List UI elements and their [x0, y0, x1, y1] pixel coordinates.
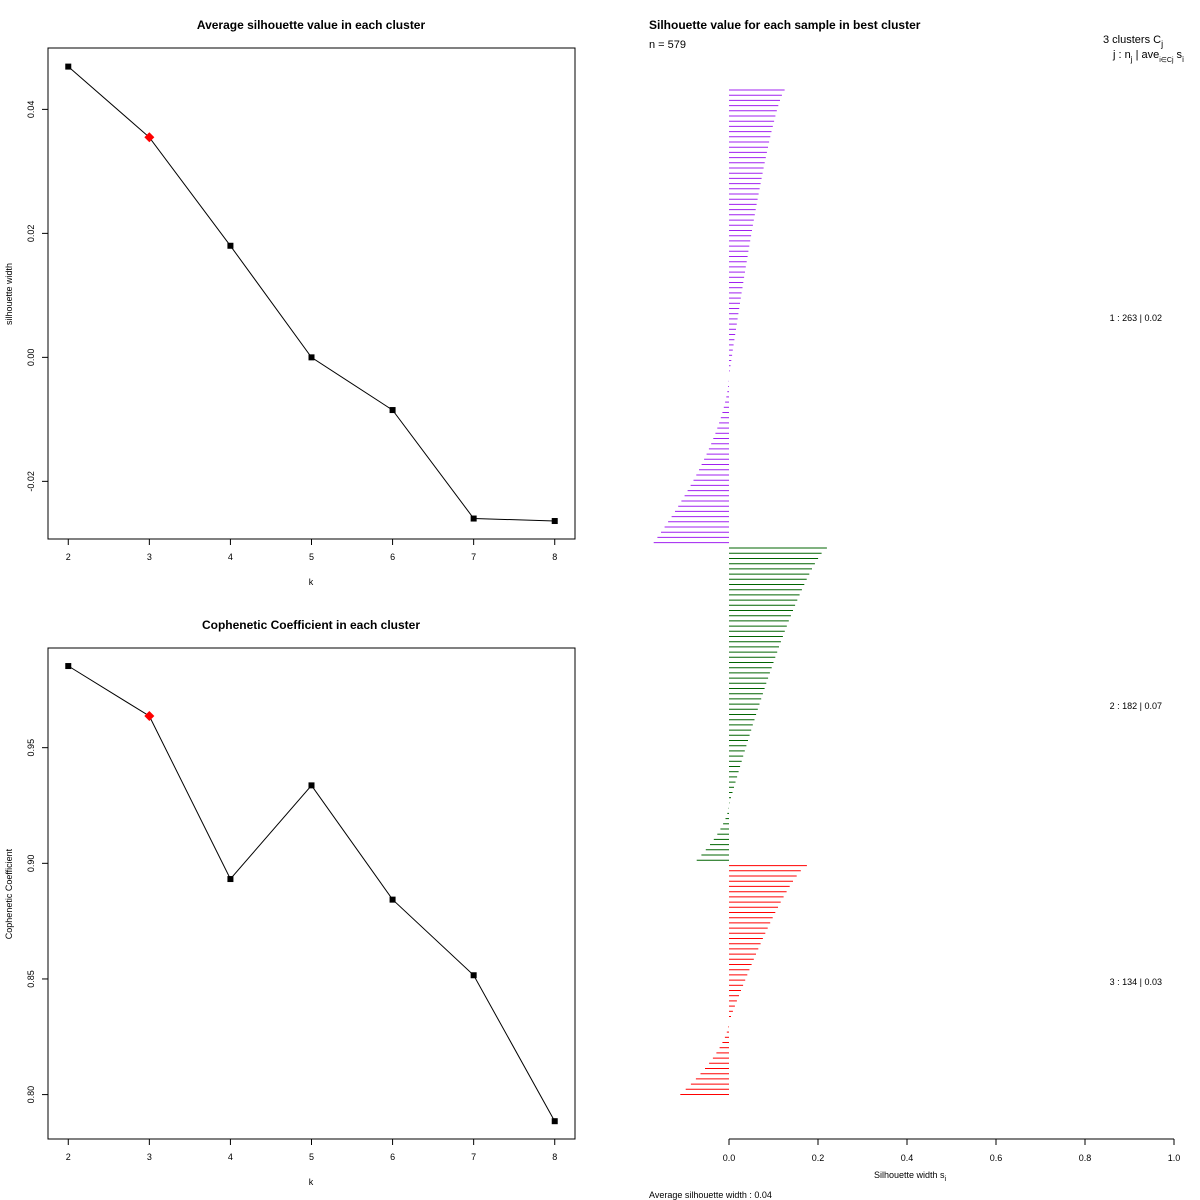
chart1-data-point — [389, 407, 396, 414]
cophenetic-line-chart: Cophenetic Coefficient in each cluster k… — [4, 618, 576, 1187]
chart1-y-tick-label: 0.00 — [26, 349, 36, 367]
chart1-x-tick-label: 6 — [390, 552, 395, 562]
chart2-data-point — [227, 876, 234, 883]
chart2-x-tick-label: 8 — [552, 1152, 557, 1162]
chart3-x-tick-label: 0.6 — [990, 1153, 1003, 1163]
chart2-title: Cophenetic Coefficient in each cluster — [202, 618, 420, 632]
chart1-title: Average silhouette value in each cluster — [197, 18, 426, 32]
silhouette-bar-plot: Silhouette value for each sample in best… — [649, 18, 1184, 1200]
chart1-x-tick-label: 5 — [309, 552, 314, 562]
chart2-data-point — [389, 896, 396, 903]
chart1-y-tick-label: -0.02 — [26, 471, 36, 492]
chart2-data-point — [308, 782, 315, 789]
chart1-x-tick-label: 4 — [228, 552, 233, 562]
chart1-x-label: k — [309, 577, 314, 587]
chart1-series-line — [67, 66, 555, 522]
chart2-x-tick-label: 2 — [66, 1152, 71, 1162]
chart2-y-tick-label: 0.95 — [26, 739, 36, 757]
cluster-2-label: 2 : 182 | 0.07 — [1110, 701, 1162, 711]
chart2-y-tick-label: 0.85 — [26, 970, 36, 988]
chart2-x-tick-label: 3 — [147, 1152, 152, 1162]
chart2-x-tick-label: 5 — [309, 1152, 314, 1162]
chart3-x-tick-label: 0.8 — [1079, 1153, 1092, 1163]
silhouette-line-chart: Average silhouette value in each cluster… — [4, 18, 576, 587]
chart2-plot-box — [47, 647, 576, 1140]
sample-count: n = 579 — [649, 39, 686, 51]
chart1-best-point — [144, 132, 155, 143]
legend-header-2: j : nj | avei∈Cj si — [1112, 49, 1184, 64]
chart3-x-tick-label: 0.2 — [812, 1153, 825, 1163]
cluster-3-label: 3 : 134 | 0.03 — [1110, 977, 1162, 987]
chart2-data-point — [470, 972, 477, 979]
chart1-y-label: silhouette width — [4, 263, 14, 325]
legend-header-1: 3 clusters Cj — [1103, 34, 1163, 49]
chart1-data-point — [551, 518, 558, 525]
chart1-x-tick-label: 7 — [471, 552, 476, 562]
chart3-x-tick-label: 0.0 — [723, 1153, 736, 1163]
chart2-y-tick-label: 0.80 — [26, 1086, 36, 1104]
chart1-x-tick-label: 8 — [552, 552, 557, 562]
chart1-data-point — [227, 242, 234, 249]
chart2-best-point — [144, 710, 155, 721]
chart3-x-label: Silhouette width si — [874, 1170, 947, 1183]
chart1-x-tick-label: 3 — [147, 552, 152, 562]
chart1-x-tick-label: 2 — [66, 552, 71, 562]
chart1-plot-box — [47, 47, 576, 540]
chart3-x-tick-label: 0.4 — [901, 1153, 914, 1163]
average-silhouette-footer: Average silhouette width : 0.04 — [649, 1190, 772, 1200]
chart1-data-point — [470, 515, 477, 522]
cluster-1-label: 1 : 263 | 0.02 — [1110, 313, 1162, 323]
chart2-data-point — [551, 1118, 558, 1125]
chart1-data-point — [308, 354, 315, 361]
chart2-y-label: Cophenetic Coefficient — [4, 848, 14, 939]
chart3-x-tick-label: 1.0 — [1168, 1153, 1181, 1163]
chart2-series-line — [68, 665, 556, 1122]
chart2-y-tick-label: 0.90 — [26, 855, 36, 873]
chart2-x-tick-label: 6 — [390, 1152, 395, 1162]
chart2-x-tick-label: 7 — [471, 1152, 476, 1162]
chart1-y-tick-label: 0.04 — [26, 101, 36, 119]
chart2-x-label: k — [309, 1177, 314, 1187]
chart3-title: Silhouette value for each sample in best… — [649, 18, 921, 32]
chart2-data-point — [65, 663, 72, 670]
chart2-x-tick-label: 4 — [228, 1152, 233, 1162]
chart1-data-point — [65, 63, 72, 70]
chart1-y-tick-label: 0.02 — [26, 225, 36, 243]
